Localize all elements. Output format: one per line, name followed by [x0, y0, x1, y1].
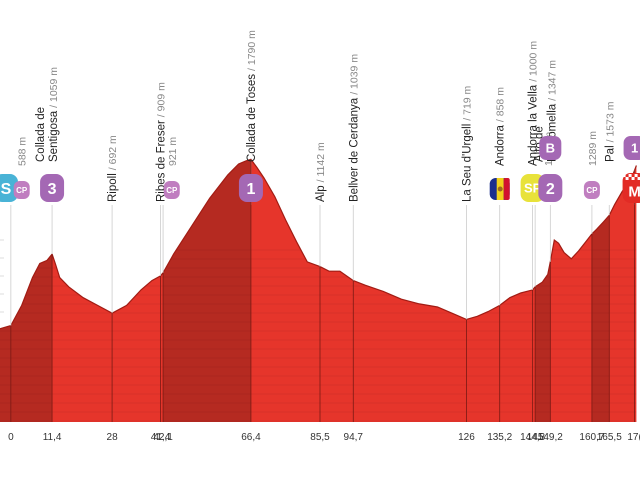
- km-label: 17(: [627, 432, 640, 443]
- place-label: Collada de Toses / 1790 m: [246, 30, 258, 162]
- flag-crest-icon: [497, 186, 503, 192]
- start-badge: [0, 174, 18, 202]
- cp-badge-text: CP: [586, 186, 598, 195]
- category-badge: [238, 174, 263, 202]
- place-label: Collada deSentigosa / 1059 m: [35, 67, 60, 162]
- place-label: Andorra la Vella / 1000 m: [528, 41, 540, 166]
- finish-check: [634, 174, 638, 177]
- place-altitude: / 1000 m: [528, 41, 540, 82]
- km-label: 66,4: [241, 432, 261, 443]
- km-label: 28: [107, 432, 119, 443]
- bonus-badge-text: 1: [631, 141, 638, 156]
- flag-red-band: [503, 178, 510, 200]
- place-labels: 588 m Collada deSentigosa / 1059 m Ripoll / …: [17, 30, 617, 202]
- place-name-line-2: Sentigosa: [48, 110, 60, 162]
- place-altitude: / 1347 m: [546, 60, 558, 101]
- km-label: 149,2: [538, 432, 563, 443]
- place-name: Ribes de Freser: [156, 120, 168, 202]
- km-label: 165,5: [597, 432, 622, 443]
- km-label: 0: [8, 432, 14, 443]
- climb-segment-2: [163, 159, 251, 423]
- place-altitude: 588 m: [17, 137, 29, 166]
- category-badge-text: 3: [48, 181, 57, 198]
- category-badge-text: 1: [246, 181, 255, 198]
- place-altitude: / 1059 m: [48, 67, 60, 108]
- km-labels: 0 11,4 28 41,442,1 66,4 85,5 94,7 126 135,2 144,3…: [8, 432, 640, 443]
- place-label: Ripoll / 692 m: [107, 135, 119, 202]
- category-badge: [538, 174, 563, 202]
- bonus-badge: [623, 136, 640, 160]
- place-label: 588 m: [17, 137, 29, 166]
- climb-segment-3: [535, 261, 551, 422]
- place-altitude: / 692 m: [107, 135, 119, 170]
- finish-check: [637, 177, 640, 180]
- cp-badge: [583, 181, 600, 199]
- place-name: Andorra la Vella: [528, 84, 540, 166]
- cp-badge-text: CP: [166, 186, 178, 195]
- place-label: Bellver de Cerdanya / 1039 m: [348, 54, 360, 202]
- place-name: Alp: [315, 185, 327, 202]
- place-name: Collada de Toses: [246, 74, 258, 162]
- category-badge-text: 2: [546, 181, 555, 198]
- place-altitude: / 1039 m: [348, 54, 360, 95]
- place-label: Andorra / 858 m: [495, 87, 507, 166]
- place-label: 921 m: [167, 137, 179, 166]
- finish-check: [628, 174, 632, 177]
- finish-badge: [622, 173, 640, 203]
- place-label: La Seu d'Urgell / 719 m: [461, 85, 473, 202]
- place-altitude: 921 m: [167, 137, 179, 166]
- place-name: Andorra: [495, 124, 507, 166]
- place-altitude: / 719 m: [461, 85, 473, 120]
- place-name: La Seu d'Urgell: [461, 124, 473, 202]
- place-name: Pal: [604, 145, 616, 162]
- place-altitude: / 909 m: [156, 82, 168, 117]
- km-label: 145: [527, 432, 544, 443]
- place-altitude: 1289 m: [587, 131, 599, 166]
- km-label: 160,7: [579, 432, 604, 443]
- place-altitude: / 1790 m: [246, 30, 258, 71]
- profile-fill: [0, 159, 637, 423]
- place-altitude: / 858 m: [495, 87, 507, 122]
- km-label: 126: [458, 432, 475, 443]
- finish-check: [625, 177, 629, 180]
- cp-badge: [163, 181, 180, 199]
- place-label: Ribes de Freser / 909 m: [156, 82, 168, 202]
- place-label: 1289 m: [587, 131, 599, 166]
- km-label: 135,2: [487, 432, 512, 443]
- km-label: 94,7: [344, 432, 364, 443]
- km-label: 42,1: [153, 432, 173, 443]
- place-label: Alp / 1142 m: [315, 142, 327, 202]
- place-name: Bellver de Cerdanya: [348, 97, 360, 202]
- category-badge: [40, 174, 65, 202]
- place-badges: SCP3CP1SPCP2CPMB1: [0, 136, 640, 203]
- finish-check: [622, 174, 626, 177]
- climb-segment-4: [591, 215, 610, 422]
- place-name-line-1: Collada de: [35, 107, 47, 162]
- km-label: 144,3: [520, 432, 545, 443]
- km-guides: [10, 159, 635, 422]
- bonus-badge: [539, 136, 562, 160]
- km-label: 85,5: [310, 432, 330, 443]
- bonus-badge-text: B: [546, 141, 555, 156]
- profile-outline: [0, 158, 637, 330]
- climb-segment-1: [0, 254, 53, 422]
- km-label: 41,4: [151, 432, 171, 443]
- cp-badge: [13, 181, 30, 199]
- cp-badge-text: CP: [16, 186, 28, 195]
- start-badge-text: S: [1, 181, 12, 198]
- sprint-badge-text: SP: [524, 181, 542, 196]
- finish-check: [631, 177, 635, 180]
- place-altitude: / 1573 m: [604, 101, 616, 142]
- km-label: 11,4: [43, 432, 62, 443]
- place-name: Ripoll: [107, 173, 119, 202]
- finish-badge-text: M: [628, 183, 640, 200]
- place-label: Pal / 1573 m: [604, 101, 616, 162]
- place-altitude: / 1142 m: [315, 142, 327, 182]
